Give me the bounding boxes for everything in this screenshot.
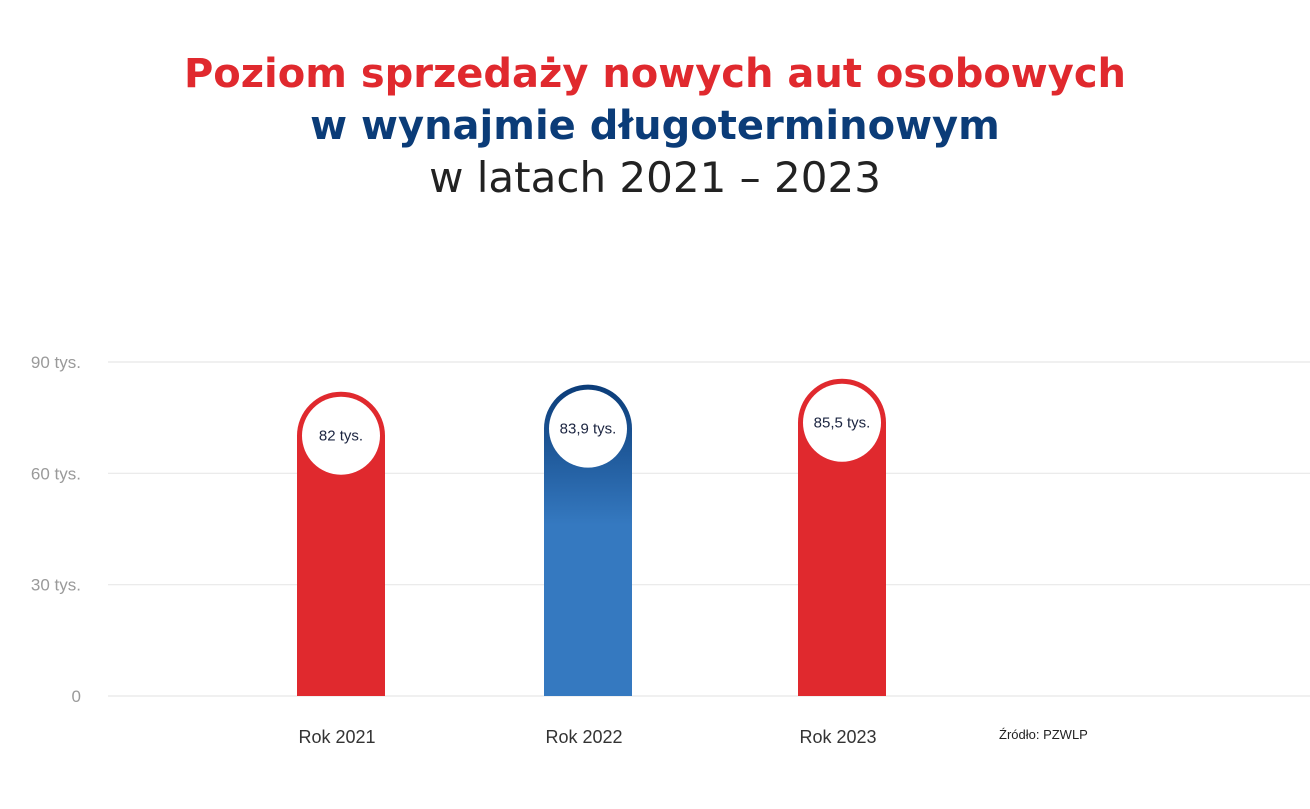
bar [544, 384, 632, 696]
y-tick-label: 60 tys. [31, 464, 81, 483]
labels: 0 30 tys. 60 tys. 90 tys. 82 tys. Rok 2021 83,… [31, 353, 877, 747]
y-tick-label: 90 tys. [31, 353, 81, 372]
bar [798, 378, 886, 696]
title-line-3: w latach 2021 – 2023 [429, 153, 881, 202]
data-label: 83,9 tys. [560, 421, 617, 438]
gridlines [108, 361, 1310, 697]
title-line-1: Poziom sprzedaży nowych aut osobowych [183, 51, 1127, 97]
x-tick-label: Rok 2023 [799, 727, 876, 747]
value-bubble [549, 389, 627, 468]
x-tick-label: Rok 2022 [545, 727, 622, 747]
bars [297, 378, 886, 696]
title-line-2: w wynajmie długoterminowym [310, 103, 1000, 149]
chart-title: Poziom sprzedaży nowych aut osobowych w … [0, 48, 1310, 204]
y-tick-label: 0 [72, 687, 81, 706]
y-tick-label: 30 tys. [31, 576, 81, 595]
x-tick-label: Rok 2021 [298, 727, 375, 747]
value-bubble [803, 383, 881, 462]
data-label: 82 tys. [319, 428, 363, 445]
source-note: Źródło: PZWLP [999, 727, 1088, 742]
data-label: 85,5 tys. [814, 415, 871, 432]
value-bubble [302, 396, 380, 475]
